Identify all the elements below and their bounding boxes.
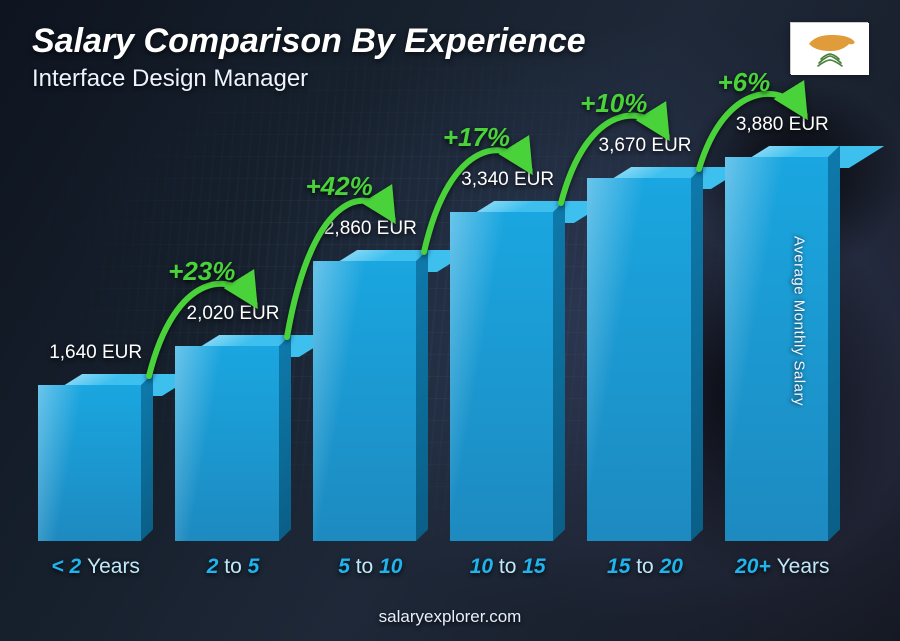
- bar-3: 3,340 EUR 10 to 15: [450, 169, 565, 579]
- page-title: Salary Comparison By Experience: [32, 22, 868, 61]
- bar-1: 2,020 EUR 2 to 5: [175, 303, 290, 579]
- bar-0: 1,640 EUR < 2 Years: [38, 342, 153, 579]
- bar-shape: [313, 250, 428, 541]
- bar-shape: [587, 167, 702, 541]
- bar-4: 3,670 EUR 15 to 20: [587, 135, 702, 579]
- y-axis-label: Average Monthly Salary: [791, 236, 808, 406]
- bar-value-label: 1,640 EUR: [49, 342, 142, 364]
- increase-pct-label: +23%: [168, 256, 235, 287]
- bar-category-label: 2 to 5: [207, 555, 260, 579]
- increase-pct-label: +17%: [443, 122, 510, 153]
- bar-category-label: 10 to 15: [470, 555, 546, 579]
- bar-shape: [725, 146, 840, 541]
- bar-shape: [38, 374, 153, 541]
- header: Salary Comparison By Experience Interfac…: [32, 22, 868, 93]
- page-subtitle: Interface Design Manager: [32, 65, 868, 93]
- increase-pct-label: +42%: [305, 171, 372, 202]
- country-flag-cyprus: [790, 22, 868, 74]
- bar-category-label: 20+ Years: [735, 555, 829, 579]
- salary-bar-chart: 1,640 EUR < 2 Years 2,020 EUR 2 to 5 2,8…: [38, 99, 840, 579]
- bar-value-label: 2,860 EUR: [324, 218, 417, 240]
- bar-value-label: 3,880 EUR: [736, 114, 829, 136]
- bar-value-label: 3,340 EUR: [461, 169, 554, 191]
- bar-shape: [450, 201, 565, 541]
- bar-value-label: 3,670 EUR: [599, 135, 692, 157]
- footer-source: salaryexplorer.com: [0, 607, 900, 627]
- bar-category-label: 15 to 20: [607, 555, 683, 579]
- bar-value-label: 2,020 EUR: [187, 303, 280, 325]
- bar-5: 3,880 EUR 20+ Years: [725, 114, 840, 579]
- bar-2: 2,860 EUR 5 to 10: [313, 218, 428, 579]
- bar-category-label: < 2 Years: [51, 555, 140, 579]
- bar-category-label: 5 to 10: [338, 555, 402, 579]
- bar-shape: [175, 335, 290, 541]
